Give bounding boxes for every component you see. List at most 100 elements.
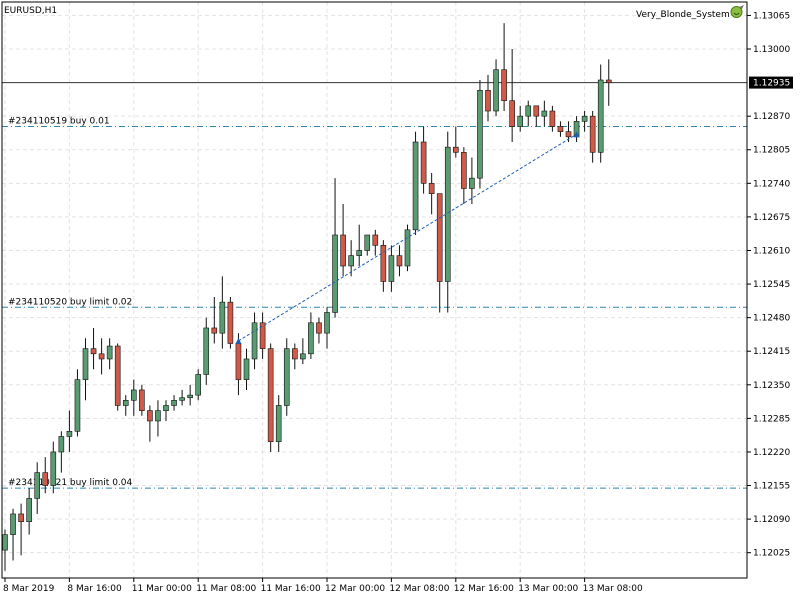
candle <box>114 343 121 411</box>
candle-body <box>364 234 371 251</box>
candle-body <box>549 110 556 127</box>
candle-body <box>163 405 169 411</box>
candle <box>74 369 81 437</box>
y-tick-label: 1.12740 <box>753 179 790 189</box>
candle <box>308 312 314 359</box>
y-tick-label: 1.12610 <box>753 246 790 256</box>
candle-body <box>444 146 451 282</box>
x-tick-label: 12 Mar 08:00 <box>389 584 449 594</box>
x-tick-label: 11 Mar 16:00 <box>261 584 321 594</box>
candle <box>461 147 467 204</box>
candle-body <box>557 126 564 132</box>
candle <box>581 111 588 132</box>
candle <box>356 224 363 266</box>
candle <box>444 131 451 313</box>
candle <box>364 234 371 256</box>
candle <box>501 23 507 112</box>
candle-body <box>131 389 137 401</box>
candle <box>227 296 234 349</box>
candle-body <box>541 110 548 117</box>
candle <box>316 317 322 344</box>
candle <box>34 462 41 514</box>
candle <box>573 116 580 142</box>
candle <box>420 126 427 194</box>
y-tick-label: 1.12415 <box>753 347 790 357</box>
candle <box>348 240 354 277</box>
candle <box>26 488 32 535</box>
y-tick-label: 1.12025 <box>753 549 790 559</box>
candle <box>187 384 193 406</box>
expert-smile-icon[interactable] <box>730 4 745 19</box>
candle-body <box>308 322 314 355</box>
x-tick-label: 13 Mar 08:00 <box>583 584 643 594</box>
candle <box>525 100 532 127</box>
candle <box>171 395 177 411</box>
candle <box>58 431 65 473</box>
candle-body <box>493 69 499 112</box>
x-tick-label: 12 Mar 16:00 <box>454 584 514 594</box>
candle <box>428 172 435 215</box>
candle-body <box>106 345 113 360</box>
candle <box>195 369 201 401</box>
candle-body <box>300 353 306 360</box>
candle-body <box>589 115 596 153</box>
candle-body <box>291 348 298 360</box>
x-tick-label: 8 Mar 16:00 <box>67 584 122 594</box>
candle <box>372 229 379 256</box>
candle <box>131 379 137 416</box>
expert-name: Very_Blonde_System <box>636 10 730 20</box>
candle-body <box>58 436 65 453</box>
candle-body <box>195 374 201 396</box>
candle <box>509 49 515 142</box>
candle-body <box>2 534 8 551</box>
candle-body <box>501 69 507 101</box>
candle <box>332 178 338 318</box>
candle <box>2 529 8 571</box>
candle <box>291 343 298 370</box>
candle <box>477 80 483 189</box>
y-tick-label: 1.12350 <box>753 381 790 391</box>
candle-body <box>34 472 41 499</box>
candle <box>275 395 282 452</box>
y-tick-label: 1.13065 <box>753 11 790 21</box>
candle-body <box>122 399 129 406</box>
candle-body <box>356 250 363 256</box>
candle-body <box>10 513 16 535</box>
candle <box>324 307 330 349</box>
x-tick-label: 8 Mar 2019 <box>3 584 55 594</box>
candle <box>18 503 24 556</box>
candle <box>493 59 499 117</box>
candle <box>283 338 290 416</box>
candle <box>98 338 105 375</box>
candle-body <box>517 115 524 127</box>
candle-body <box>396 255 403 267</box>
y-tick-label: 1.13000 <box>753 45 790 55</box>
candle-body <box>428 183 435 194</box>
candle <box>436 193 443 313</box>
y-tick-label: 1.12285 <box>753 414 790 424</box>
candle <box>404 224 411 272</box>
x-tick-label: 11 Mar 08:00 <box>196 584 256 594</box>
y-tick-label: 1.12220 <box>753 448 790 458</box>
candle-body <box>18 513 24 522</box>
candle-body <box>42 472 49 486</box>
candle <box>541 100 548 127</box>
candle-body <box>179 397 185 401</box>
candle <box>211 296 218 344</box>
candle <box>243 348 250 390</box>
candle-body <box>340 234 346 267</box>
candle <box>396 245 403 277</box>
candle-body <box>485 90 491 112</box>
candle-body <box>469 177 475 189</box>
x-tick-label: 13 Mar 00:00 <box>518 584 578 594</box>
y-tick-label: 1.12805 <box>753 146 790 156</box>
candle-body <box>50 451 57 486</box>
candle <box>485 74 491 122</box>
candle-body <box>332 234 338 313</box>
candle-body <box>26 498 32 522</box>
order-lines: #234110519 buy 0.01 #234110520 buy limit … <box>2 82 747 489</box>
candle-body <box>155 410 161 422</box>
order-label: #234110521 buy limit 0.04 <box>8 478 133 488</box>
candle <box>340 203 346 277</box>
